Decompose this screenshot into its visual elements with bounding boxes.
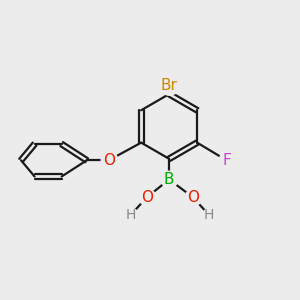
Text: B: B: [164, 172, 174, 187]
Text: Br: Br: [161, 78, 178, 93]
Text: O: O: [187, 190, 199, 205]
Text: H: H: [204, 208, 214, 222]
Text: F: F: [222, 153, 231, 168]
Text: H: H: [126, 208, 136, 222]
Text: O: O: [103, 153, 115, 168]
Text: O: O: [141, 190, 153, 205]
